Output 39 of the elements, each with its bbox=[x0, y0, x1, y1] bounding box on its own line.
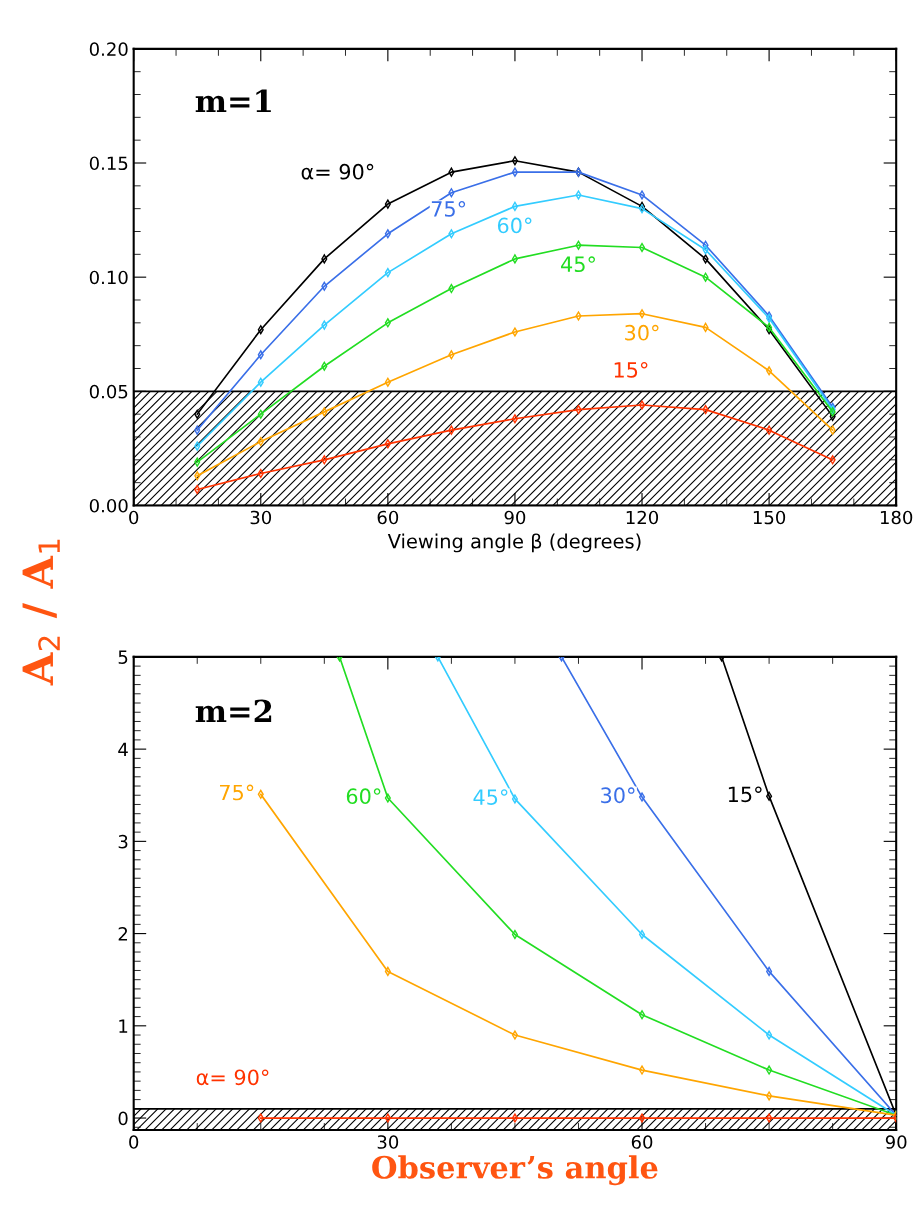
x-tick-label: 150 bbox=[753, 510, 786, 525]
y-tick-label: 0.10 bbox=[89, 270, 128, 285]
annotation: m=2 bbox=[195, 699, 272, 723]
series-label: α= 90° bbox=[196, 1069, 269, 1086]
x-axis-title: Viewing angle β (degrees) bbox=[387, 533, 641, 553]
y-tick-label: 4 bbox=[118, 742, 128, 756]
series-label: 75° bbox=[220, 784, 254, 801]
x-tick-label: 90 bbox=[885, 1135, 907, 1149]
series-label: 75° bbox=[431, 201, 466, 217]
x-axis-title: Observer’s angle bbox=[372, 1155, 658, 1186]
series-label: 45° bbox=[561, 256, 595, 273]
x-tick-label: 30 bbox=[377, 1135, 399, 1149]
y-tick-label: 0.00 bbox=[89, 498, 128, 513]
annotation: m=1 bbox=[195, 89, 271, 113]
x-tick-label: 0 bbox=[129, 1135, 139, 1149]
y-tick-label: 0.20 bbox=[89, 42, 128, 56]
x-tick-label: 30 bbox=[250, 510, 272, 525]
series-label: 60° bbox=[346, 788, 381, 805]
series-label: 45° bbox=[473, 789, 508, 805]
y-tick-label: 0 bbox=[118, 1111, 128, 1126]
series-label: 30° bbox=[625, 324, 659, 341]
y-tick-label: 0.15 bbox=[89, 156, 128, 171]
x-tick-label: 120 bbox=[626, 510, 659, 525]
series-label: 30° bbox=[601, 787, 635, 804]
series-label: 15° bbox=[728, 786, 762, 803]
x-tick-label: 60 bbox=[631, 1135, 653, 1149]
y-tick-label: 2 bbox=[118, 927, 128, 941]
y-tick-label: 5 bbox=[118, 650, 128, 665]
y-axis-title: A$_{2}$ / A$_{1}$ bbox=[22, 539, 60, 686]
series-label: 15° bbox=[614, 361, 648, 378]
x-tick-label: 90 bbox=[504, 510, 526, 525]
x-tick-label: 60 bbox=[377, 510, 399, 525]
y-tick-label: 1 bbox=[119, 1019, 128, 1033]
series-label: α= 90° bbox=[301, 163, 374, 180]
y-tick-label: 0.05 bbox=[89, 384, 128, 399]
series-label: 60° bbox=[497, 217, 532, 234]
x-tick-label: 180 bbox=[880, 510, 913, 525]
x-tick-label: 0 bbox=[129, 510, 139, 525]
y-tick-label: 3 bbox=[118, 834, 128, 849]
